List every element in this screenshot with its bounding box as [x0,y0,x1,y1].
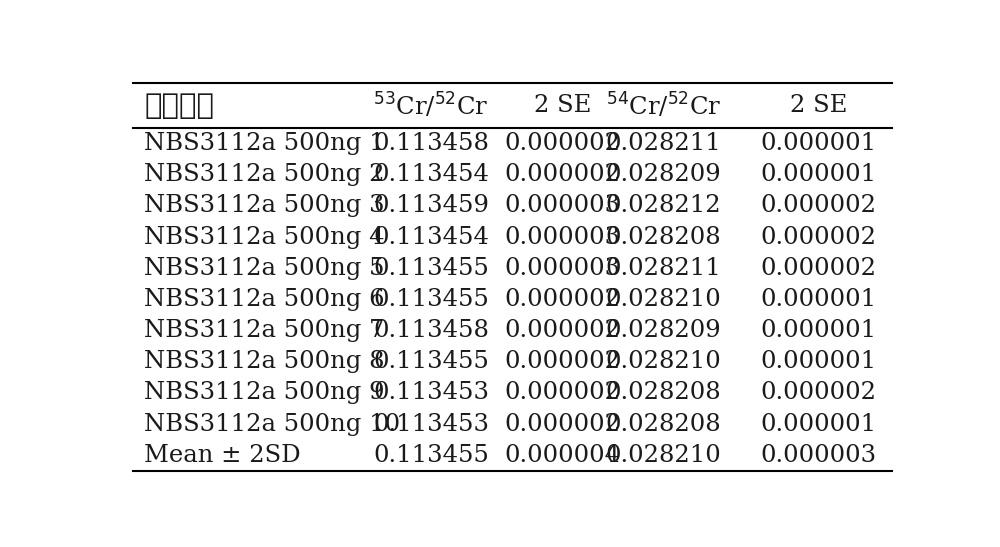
Text: 0.028208: 0.028208 [606,412,721,435]
Text: Mean ± 2SD: Mean ± 2SD [144,444,301,467]
Text: NBS3112a 500ng 5: NBS3112a 500ng 5 [144,257,385,280]
Text: 0.113455: 0.113455 [373,444,489,467]
Text: NBS3112a 500ng 10: NBS3112a 500ng 10 [144,412,400,435]
Text: 0.000002: 0.000002 [505,319,621,342]
Text: 0.000002: 0.000002 [505,132,621,155]
Text: 0.028208: 0.028208 [606,225,721,248]
Text: 0.000003: 0.000003 [505,257,621,280]
Text: $^{53}$Cr/$^{52}$Cr: $^{53}$Cr/$^{52}$Cr [373,91,489,120]
Text: 0.000001: 0.000001 [761,163,877,186]
Text: NBS3112a 500ng 7: NBS3112a 500ng 7 [144,319,385,342]
Text: NBS3112a 500ng 8: NBS3112a 500ng 8 [144,350,385,373]
Text: 0.000002: 0.000002 [505,350,621,373]
Text: NBS3112a 500ng 4: NBS3112a 500ng 4 [144,225,385,248]
Text: 0.000002: 0.000002 [761,257,877,280]
Text: $^{54}$Cr/$^{52}$Cr: $^{54}$Cr/$^{52}$Cr [606,91,721,120]
Text: 0.000002: 0.000002 [505,412,621,435]
Text: 0.113454: 0.113454 [373,163,489,186]
Text: 2 SE: 2 SE [790,94,847,117]
Text: NBS3112a 500ng 3: NBS3112a 500ng 3 [144,194,385,217]
Text: 0.028211: 0.028211 [606,132,722,155]
Text: 0.113455: 0.113455 [373,350,489,373]
Text: 0.000001: 0.000001 [761,132,877,155]
Text: 0.000002: 0.000002 [761,194,877,217]
Text: NBS3112a 500ng 1: NBS3112a 500ng 1 [144,132,385,155]
Text: 0.113455: 0.113455 [373,257,489,280]
Text: 0.000001: 0.000001 [761,288,877,311]
Text: 0.000002: 0.000002 [761,225,877,248]
Text: NBS3112a 500ng 6: NBS3112a 500ng 6 [144,288,385,311]
Text: 0.000003: 0.000003 [761,444,877,467]
Text: 0.113453: 0.113453 [373,381,489,404]
Text: 0.000001: 0.000001 [761,412,877,435]
Text: 0.000002: 0.000002 [761,381,877,404]
Text: 0.113454: 0.113454 [373,225,489,248]
Text: 0.000001: 0.000001 [761,350,877,373]
Text: NBS3112a 500ng 2: NBS3112a 500ng 2 [144,163,385,186]
Text: 0.028209: 0.028209 [606,163,721,186]
Text: 2 SE: 2 SE [534,94,592,117]
Text: 0.000001: 0.000001 [761,319,877,342]
Text: 0.113453: 0.113453 [373,412,489,435]
Text: 0.028210: 0.028210 [606,350,722,373]
Text: 0.000002: 0.000002 [505,381,621,404]
Text: 0.113459: 0.113459 [373,194,489,217]
Text: 0.028212: 0.028212 [606,194,721,217]
Text: 0.000002: 0.000002 [505,288,621,311]
Text: 0.000003: 0.000003 [505,194,621,217]
Text: 0.000004: 0.000004 [505,444,621,467]
Text: 0.113455: 0.113455 [373,288,489,311]
Text: 0.113458: 0.113458 [373,132,489,155]
Text: 0.028210: 0.028210 [606,444,722,467]
Text: 0.000002: 0.000002 [505,163,621,186]
Text: 0.028209: 0.028209 [606,319,721,342]
Text: 0.028211: 0.028211 [606,257,722,280]
Text: 0.113458: 0.113458 [373,319,489,342]
Text: 0.028210: 0.028210 [606,288,722,311]
Text: 0.000003: 0.000003 [505,225,621,248]
Text: 样品编号: 样品编号 [144,92,214,120]
Text: 0.028208: 0.028208 [606,381,721,404]
Text: NBS3112a 500ng 9: NBS3112a 500ng 9 [144,381,385,404]
